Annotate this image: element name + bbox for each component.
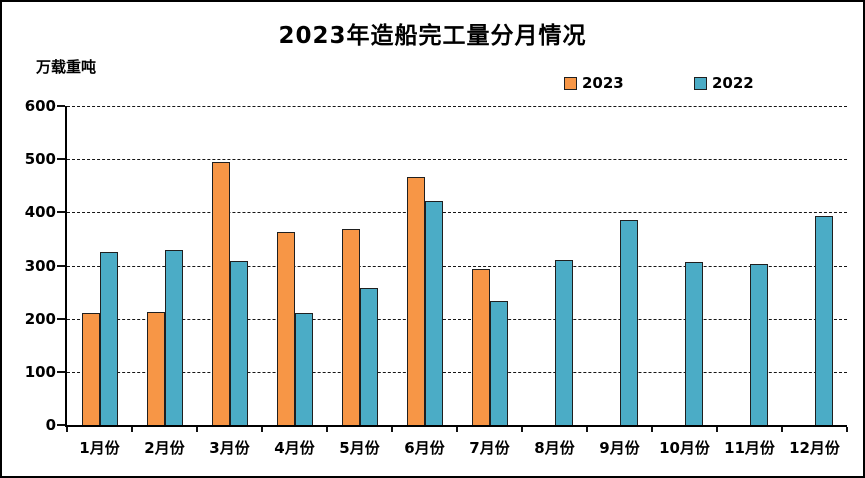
bar-2023-7月份	[471, 268, 490, 425]
legend-label-2023: 2023	[582, 74, 624, 92]
bar-2023-2月份	[146, 311, 165, 425]
x-axis-tick	[261, 427, 263, 432]
x-axis-label-11: 11月份	[724, 439, 775, 457]
bar-2022-1月份	[99, 252, 118, 425]
y-axis-tick	[57, 424, 65, 426]
y-axis-tick	[57, 370, 65, 373]
x-axis-label-12: 12月份	[789, 439, 840, 457]
y-axis-tick-label: 600	[24, 97, 56, 115]
y-axis-tick-label: 0	[45, 416, 56, 434]
gridline-400	[67, 212, 847, 214]
bar-2022-11月份	[749, 264, 768, 425]
y-axis-tick-label: 100	[24, 362, 56, 381]
x-axis-tick	[326, 427, 328, 432]
x-axis-label-7: 7月份	[469, 439, 510, 457]
y-axis-tick-label: 500	[24, 150, 56, 169]
gridline-200	[67, 318, 847, 320]
x-axis-label-6: 6月份	[404, 439, 445, 457]
y-axis-tick-label: 300	[24, 256, 56, 275]
bar-2023-5月份	[341, 229, 360, 425]
bar-2022-5月份	[359, 288, 378, 425]
x-axis-label-5: 5月份	[339, 439, 380, 457]
bar-2022-6月份	[424, 200, 443, 425]
gridline-600	[67, 106, 847, 107]
legend-swatch-2023-icon	[564, 76, 577, 90]
plot-area: 1月份 2月份 3月份 4月份 5月份 6月份 7月份 8月份 9月份 10月份 11月份 12月份	[57, 105, 848, 457]
x-axis-tick	[131, 427, 133, 432]
bar-2023-1月份	[81, 312, 100, 425]
x-axis-tick	[586, 427, 588, 432]
x-axis-label-3: 3月份	[209, 439, 250, 457]
x-axis-label-2: 2月份	[144, 439, 185, 457]
bar-2023-4月份	[276, 232, 295, 425]
x-axis-tick	[716, 427, 718, 432]
y-axis-tick-label: 400	[24, 203, 56, 222]
bar-2022-7月份	[489, 301, 508, 425]
x-axis-tick	[781, 427, 783, 432]
y-axis-tick	[57, 105, 65, 107]
gridline-100	[67, 371, 847, 373]
bar-2022-10月份	[684, 261, 703, 425]
y-axis-tick	[57, 211, 65, 214]
x-axis-label-1: 1月份	[79, 439, 120, 457]
x-axis-tick	[846, 427, 848, 432]
legend-item-2023: 2023	[564, 74, 624, 92]
x-axis-label-4: 4月份	[274, 439, 315, 457]
x-axis-tick	[391, 427, 393, 432]
y-axis-tick	[57, 158, 65, 161]
x-axis-label-8: 8月份	[534, 439, 575, 457]
gridline-300	[67, 265, 847, 267]
y-axis-unit-label: 万载重吨	[36, 58, 97, 76]
legend-label-2022: 2022	[712, 74, 754, 92]
bar-2023-3月份	[211, 161, 230, 425]
y-axis-tick	[57, 317, 65, 320]
bar-2022-4月份	[294, 313, 313, 425]
bar-2023-6月份	[406, 177, 425, 425]
x-axis-label-10: 10月份	[659, 439, 710, 457]
x-axis-tick	[651, 427, 653, 432]
chart-title: 2023年造船完工量分月情况	[278, 23, 587, 49]
bar-2022-9月份	[619, 219, 638, 425]
gridline-500	[67, 159, 847, 161]
y-axis-tick-label: 200	[24, 309, 56, 328]
x-axis-tick	[521, 427, 523, 432]
x-axis-tick	[196, 427, 198, 432]
legend-swatch-2022-icon	[694, 76, 707, 90]
y-axis-tick	[57, 264, 65, 267]
x-axis-tick	[66, 427, 68, 432]
bar-2022-12月份	[814, 215, 833, 425]
legend-item-2022: 2022	[694, 74, 754, 92]
bar-2022-8月份	[554, 260, 573, 425]
x-axis-label-9: 9月份	[599, 439, 640, 457]
x-axis-tick	[456, 427, 458, 432]
bar-2022-3月份	[229, 261, 248, 425]
bar-2022-2月份	[164, 250, 183, 425]
